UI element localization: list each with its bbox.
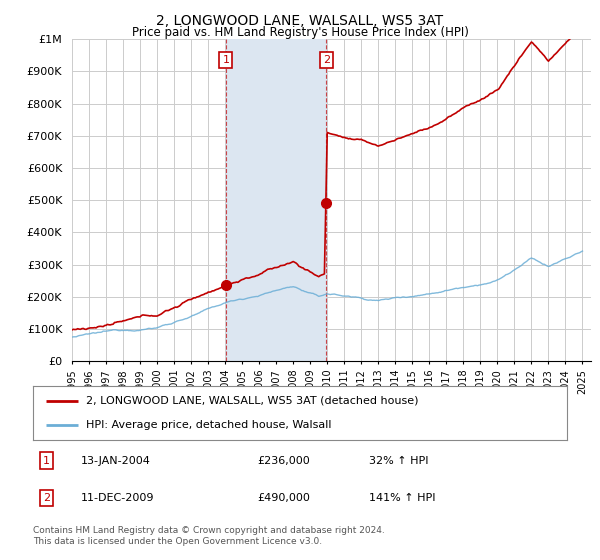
Text: £236,000: £236,000 bbox=[257, 456, 310, 465]
Text: 13-JAN-2004: 13-JAN-2004 bbox=[81, 456, 151, 465]
Text: Price paid vs. HM Land Registry's House Price Index (HPI): Price paid vs. HM Land Registry's House … bbox=[131, 26, 469, 39]
Text: 2, LONGWOOD LANE, WALSALL, WS5 3AT (detached house): 2, LONGWOOD LANE, WALSALL, WS5 3AT (deta… bbox=[86, 396, 419, 406]
Text: Contains HM Land Registry data © Crown copyright and database right 2024.
This d: Contains HM Land Registry data © Crown c… bbox=[33, 526, 385, 546]
Bar bbox=[226, 39, 326, 361]
Text: HPI: Average price, detached house, Walsall: HPI: Average price, detached house, Wals… bbox=[86, 420, 332, 430]
Text: 2: 2 bbox=[43, 493, 50, 503]
Text: 2, LONGWOOD LANE, WALSALL, WS5 3AT: 2, LONGWOOD LANE, WALSALL, WS5 3AT bbox=[157, 14, 443, 28]
Text: 11-DEC-2009: 11-DEC-2009 bbox=[81, 493, 155, 503]
Text: 2: 2 bbox=[323, 55, 330, 65]
Text: 32% ↑ HPI: 32% ↑ HPI bbox=[370, 456, 429, 465]
Text: 1: 1 bbox=[43, 456, 50, 465]
Text: 141% ↑ HPI: 141% ↑ HPI bbox=[370, 493, 436, 503]
Text: £490,000: £490,000 bbox=[257, 493, 310, 503]
Text: 1: 1 bbox=[223, 55, 229, 65]
